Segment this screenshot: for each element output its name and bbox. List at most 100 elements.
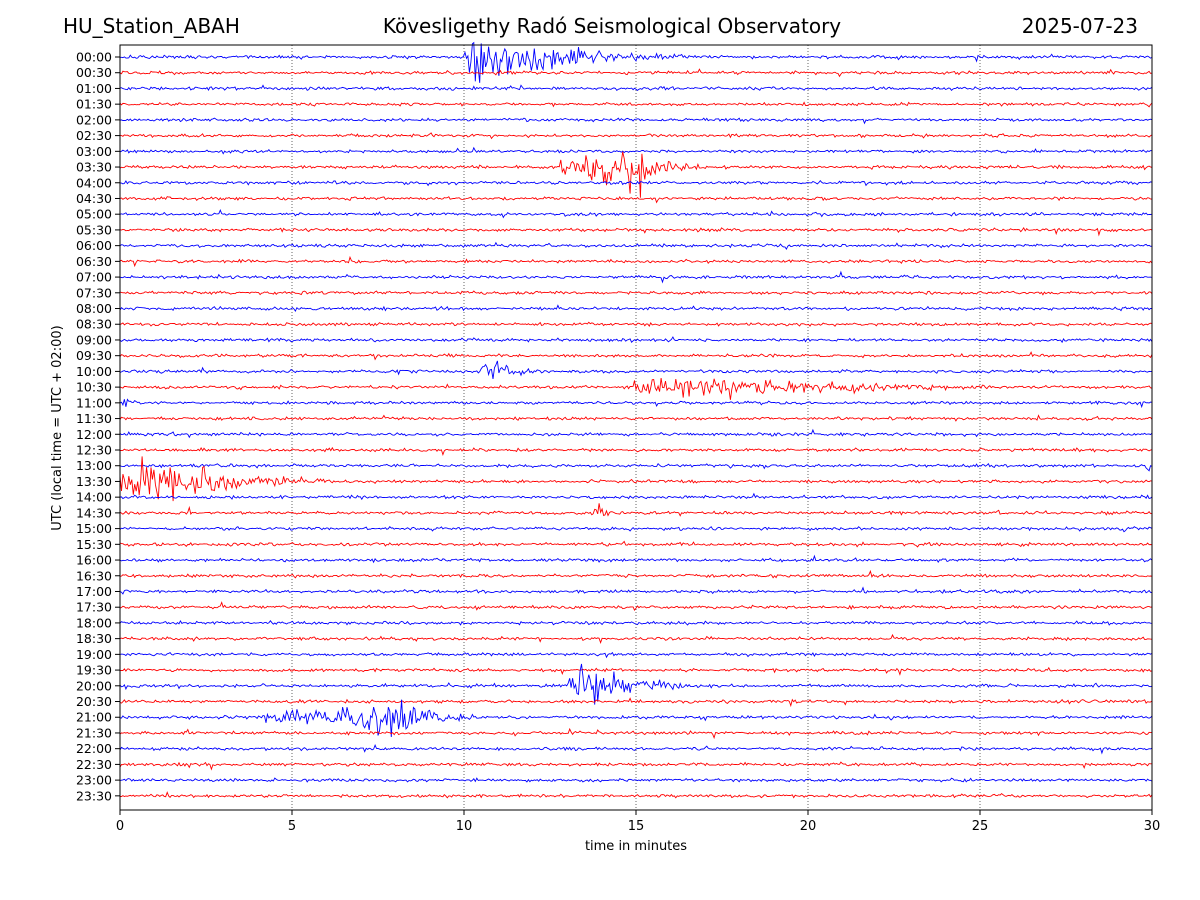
row-label: 16:30 <box>76 568 112 583</box>
trace-1830 <box>119 633 1153 644</box>
trace-1000 <box>119 360 1153 379</box>
trace-0400 <box>119 179 1153 187</box>
row-labels: 00:0000:3001:0001:3002:0002:3003:0003:30… <box>76 50 120 803</box>
trace-2000 <box>119 663 1153 705</box>
trace-0030 <box>119 68 1153 78</box>
row-label: 00:00 <box>76 50 112 65</box>
x-tick-label: 0 <box>116 819 124 834</box>
x-tick-label: 20 <box>800 819 817 834</box>
row-label: 20:30 <box>76 694 112 709</box>
row-label: 22:00 <box>76 741 112 756</box>
station-name: HU_Station_ABAH <box>63 14 240 38</box>
row-label: 03:30 <box>76 160 112 175</box>
row-label: 01:30 <box>76 97 112 112</box>
trace-1400 <box>119 492 1153 501</box>
x-ticks: 0 5 10 15 20 25 30 <box>116 810 1160 834</box>
row-label: 21:00 <box>76 710 112 725</box>
trace-1600 <box>119 554 1153 564</box>
trace-0130 <box>119 101 1153 108</box>
row-label: 07:30 <box>76 285 112 300</box>
trace-0730 <box>119 290 1153 296</box>
trace-0900 <box>119 336 1153 344</box>
row-label: 15:00 <box>76 521 112 536</box>
trace-2030 <box>119 697 1153 708</box>
row-label: 12:30 <box>76 443 112 458</box>
row-label: 22:30 <box>76 757 112 772</box>
trace-1030 <box>119 378 1153 400</box>
row-label: 06:30 <box>76 254 112 269</box>
x-tick-label: 10 <box>456 819 473 834</box>
row-label: 05:30 <box>76 222 112 237</box>
row-label: 04:30 <box>76 191 112 206</box>
trace-1330 <box>119 456 1153 502</box>
trace-0830 <box>119 321 1153 327</box>
row-label: 23:00 <box>76 773 112 788</box>
row-label: 02:30 <box>76 128 112 143</box>
trace-0800 <box>119 304 1152 313</box>
trace-1630 <box>119 569 1153 579</box>
trace-2330 <box>120 791 1153 799</box>
trace-1530 <box>119 540 1153 548</box>
row-label: 19:30 <box>76 663 112 678</box>
trace-1430 <box>119 503 1153 517</box>
trace-1930 <box>119 666 1153 676</box>
row-label: 11:30 <box>76 411 112 426</box>
traces <box>119 41 1153 799</box>
row-label: 00:30 <box>76 65 112 80</box>
x-tick-label: 15 <box>628 819 645 834</box>
plot-background <box>120 45 1152 810</box>
x-tick-label: 25 <box>972 819 989 834</box>
row-label: 13:00 <box>76 458 112 473</box>
chart-title: Kövesligethy Radó Seismological Observat… <box>382 14 842 38</box>
x-axis-label: time in minutes <box>585 839 687 854</box>
trace-0630 <box>119 255 1153 268</box>
trace-1500 <box>119 526 1153 533</box>
trace-1700 <box>119 586 1153 595</box>
row-label: 07:00 <box>76 270 112 285</box>
row-label: 06:00 <box>76 238 112 253</box>
trace-0300 <box>119 146 1153 155</box>
row-label: 17:30 <box>76 600 112 615</box>
trace-0500 <box>119 209 1153 219</box>
row-label: 21:30 <box>76 725 112 740</box>
trace-2100 <box>119 699 1153 738</box>
trace-2130 <box>119 727 1153 740</box>
trace-0230 <box>119 132 1153 140</box>
trace-1230 <box>120 446 1153 456</box>
row-label: 13:30 <box>76 474 112 489</box>
x-tick-label: 5 <box>288 819 296 834</box>
row-label: 05:00 <box>76 207 112 222</box>
row-label: 23:30 <box>76 788 112 803</box>
trace-1730 <box>119 601 1153 611</box>
trace-2230 <box>119 761 1152 771</box>
row-label: 12:00 <box>76 427 112 442</box>
row-label: 02:00 <box>76 112 112 127</box>
trace-0530 <box>119 227 1153 237</box>
row-label: 01:00 <box>76 81 112 96</box>
row-label: 08:00 <box>76 301 112 316</box>
row-label: 10:00 <box>76 364 112 379</box>
row-label: 08:30 <box>76 317 112 332</box>
row-label: 19:00 <box>76 647 112 662</box>
row-label: 14:30 <box>76 505 112 520</box>
row-label: 14:00 <box>76 490 112 505</box>
trace-0330 <box>119 151 1153 198</box>
trace-1130 <box>119 414 1153 422</box>
row-label: 18:30 <box>76 631 112 646</box>
trace-2200 <box>119 744 1153 755</box>
trace-0930 <box>119 351 1153 361</box>
x-tick-label: 30 <box>1144 819 1161 834</box>
trace-0700 <box>119 270 1153 284</box>
trace-1900 <box>119 651 1153 659</box>
row-label: 09:30 <box>76 348 112 363</box>
trace-2300 <box>119 777 1153 783</box>
trace-0430 <box>119 196 1153 204</box>
y-axis-label: UTC (local time = UTC + 02:00) <box>50 325 65 530</box>
trace-1200 <box>119 428 1153 439</box>
trace-0200 <box>119 117 1153 125</box>
trace-1800 <box>119 619 1153 626</box>
row-label: 03:00 <box>76 144 112 159</box>
row-label: 11:00 <box>76 395 112 410</box>
trace-0100 <box>119 84 1153 92</box>
